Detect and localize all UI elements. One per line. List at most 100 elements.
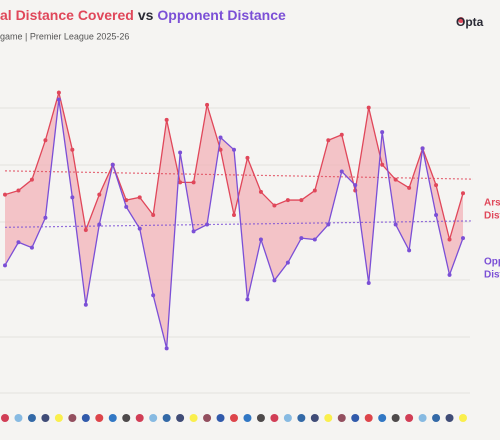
point (218, 135, 223, 140)
point (70, 147, 75, 152)
point (43, 138, 48, 143)
subtitle: game | Premier League 2025-26 (0, 31, 129, 41)
point (3, 192, 7, 197)
point (110, 162, 115, 167)
legend-label: Dist (484, 211, 500, 222)
point (339, 169, 344, 174)
opponent-badge (432, 414, 441, 422)
point (285, 198, 290, 203)
opponent-badge (256, 414, 265, 422)
point (83, 228, 88, 232)
point (56, 90, 61, 95)
opponent-badge (122, 414, 131, 422)
opponent-badge (230, 414, 238, 422)
opponent-badge (41, 414, 50, 422)
chart-title: al Distance Covered vs Opponent Distance (0, 7, 286, 23)
point (178, 180, 183, 185)
opponent-badge (310, 414, 319, 422)
opponent-badge (1, 414, 9, 422)
point (151, 213, 156, 218)
point (83, 302, 88, 307)
opponent-badge (68, 414, 77, 422)
point (393, 177, 398, 182)
point (245, 297, 250, 302)
point (353, 183, 358, 188)
opponent-badge (459, 414, 467, 422)
point (272, 278, 277, 283)
point (380, 130, 385, 135)
point (191, 229, 196, 234)
legend-label: Ars (484, 198, 500, 209)
logo-dot (458, 17, 464, 23)
point (326, 138, 331, 143)
opponent-badge (108, 414, 117, 422)
opponent-badge (297, 414, 306, 422)
point (205, 102, 210, 107)
opponent-badge (81, 414, 90, 422)
opponent-badge (176, 414, 185, 422)
point (178, 150, 183, 155)
point (285, 260, 290, 265)
point (312, 237, 317, 242)
opponent-badge (243, 414, 252, 422)
point (380, 162, 385, 167)
point (299, 198, 304, 203)
point (29, 245, 34, 250)
point (218, 147, 223, 152)
opponent-badge (391, 414, 400, 422)
point (124, 198, 129, 203)
opponent-badge (27, 414, 36, 422)
point (164, 346, 169, 351)
point (434, 213, 439, 218)
logo-text: Opta (456, 15, 484, 29)
point (393, 222, 398, 227)
opponent-badge (203, 414, 212, 422)
point (16, 240, 21, 245)
point (97, 192, 102, 197)
point (43, 215, 48, 220)
opponent-badge (189, 414, 198, 422)
point (312, 188, 317, 193)
point (70, 195, 75, 200)
opponent-badge (95, 414, 104, 422)
point (151, 293, 156, 298)
opponent-badge (445, 414, 454, 422)
point (137, 226, 142, 231)
point (299, 236, 304, 241)
opponent-badge (14, 414, 23, 422)
opponent-badge (418, 414, 427, 422)
point (434, 183, 439, 188)
logo: Opta (456, 15, 484, 29)
point (205, 222, 210, 227)
opponent-badge (216, 414, 225, 422)
opponent-badge (135, 414, 144, 422)
point (245, 155, 250, 160)
point (420, 146, 425, 151)
point (232, 147, 236, 152)
opponent-badge (149, 414, 158, 422)
point (407, 248, 412, 253)
opponent-badge (405, 414, 414, 422)
opponent-badge (337, 414, 346, 422)
opponent-badge (324, 414, 333, 422)
gap-area (5, 92, 463, 349)
point (16, 188, 21, 193)
point (258, 189, 263, 194)
point (447, 237, 452, 242)
title-part: Opponent Distance (157, 7, 286, 23)
opponent-badge (378, 414, 387, 422)
point (191, 180, 196, 185)
point (447, 272, 452, 277)
point (407, 185, 412, 190)
opponent-badge (54, 414, 63, 422)
opponent-badge (162, 414, 171, 422)
point (29, 177, 34, 182)
point (164, 117, 169, 122)
legend-label: Opp (484, 257, 500, 268)
point (137, 195, 142, 200)
opponent-badge (364, 414, 373, 422)
title-part: al Distance Covered (0, 7, 134, 23)
opponent-badge (283, 414, 292, 422)
opponent-badge (270, 414, 279, 422)
point (124, 204, 129, 209)
